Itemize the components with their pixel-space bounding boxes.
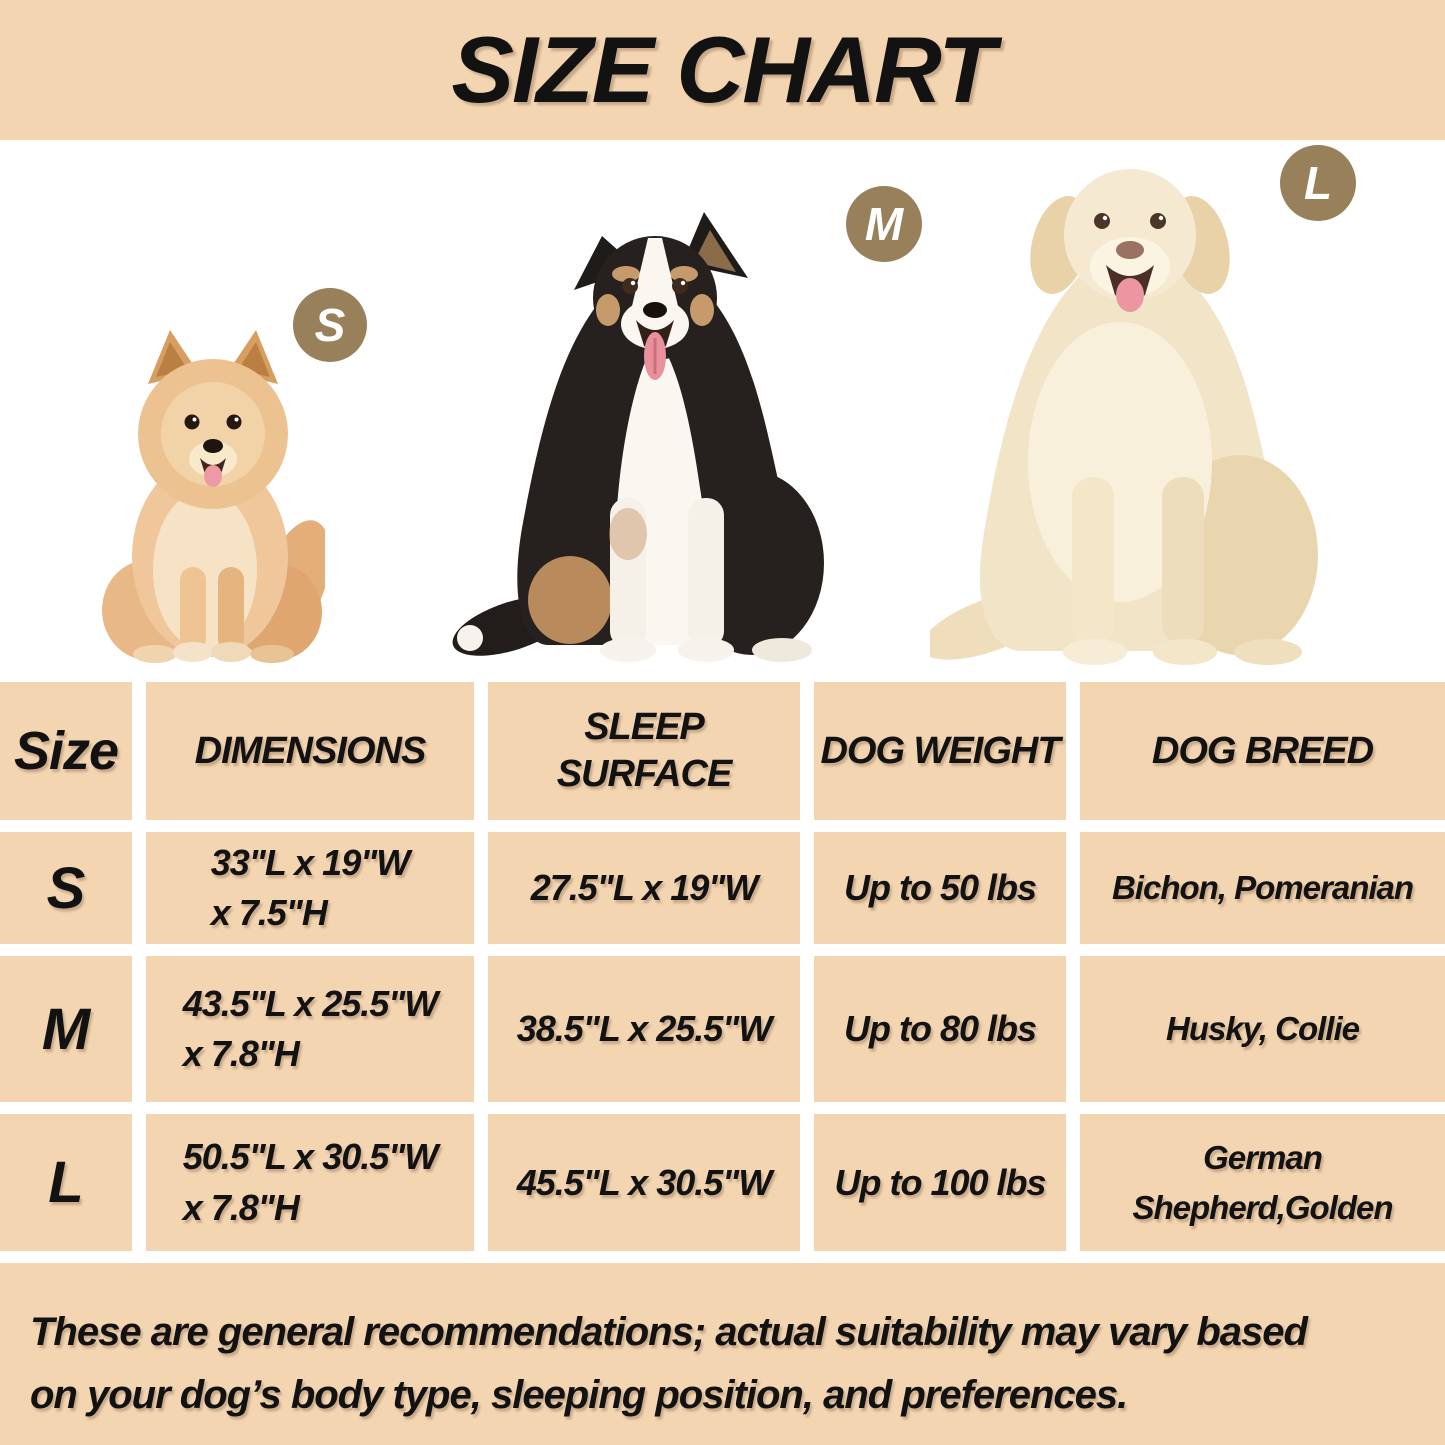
size-badge-l: L: [1280, 145, 1356, 221]
golden-retriever-photo: [930, 147, 1330, 670]
row-s-dimensions: 33"L x 19"W x 7.5"H: [146, 832, 474, 944]
row-m-dimensions: 43.5"L x 25.5"W x 7.8"H: [146, 956, 474, 1102]
footer-note-line1: These are general recommendations; actua…: [30, 1310, 1308, 1354]
row-m-dimensions-line2: x 7.8"H: [182, 1033, 300, 1074]
column-header-sleep-surface-label: SLEEP SURFACE: [556, 705, 733, 796]
row-m-size: M: [0, 956, 132, 1102]
footer-note: These are general recommendations; actua…: [0, 1263, 1445, 1445]
row-s-dimensions-line2: x 7.5"H: [210, 892, 328, 933]
column-header-dog-breed: DOG BREED: [1080, 682, 1445, 820]
row-s-dimensions-line1: 33"L x 19"W: [210, 841, 411, 883]
size-badge-m: M: [846, 186, 922, 262]
row-l-dimensions: 50.5"L x 30.5"W x 7.8"H: [146, 1114, 474, 1251]
column-header-dimensions: DIMENSIONS: [146, 682, 474, 820]
row-l-dimensions-line2: x 7.8"H: [182, 1186, 300, 1228]
column-header-size: Size: [0, 682, 132, 820]
column-header-sleep-surface: SLEEP SURFACE: [488, 682, 800, 820]
column-header-dog-weight: DOG WEIGHT: [814, 682, 1066, 820]
header-band: SIZE CHART: [0, 0, 1445, 140]
size-chart-table: Size DIMENSIONS SLEEP SURFACE DOG WEIGHT…: [0, 682, 1445, 1251]
border-collie-illustration: [452, 212, 824, 662]
row-s-sleep-surface: 27.5"L x 19"W: [488, 832, 800, 944]
row-m-dog-breed: Husky, Collie: [1080, 956, 1445, 1102]
row-l-sleep-surface: 45.5"L x 30.5"W: [488, 1114, 800, 1251]
row-m-sleep-surface: 38.5"L x 25.5"W: [488, 956, 800, 1102]
row-l-dog-breed-label: German Shepherd,Golden: [1132, 1139, 1393, 1226]
row-m-dimensions-line1: 43.5"L x 25.5"W: [182, 982, 439, 1024]
row-l-size: L: [0, 1114, 132, 1251]
row-m-dog-weight: Up to 80 lbs: [814, 956, 1066, 1102]
dogs-illustration-area: S M L: [0, 140, 1445, 682]
row-l-dog-breed: German Shepherd,Golden: [1080, 1114, 1445, 1251]
row-s-size: S: [0, 832, 132, 944]
size-badge-s: S: [293, 288, 367, 362]
row-l-dog-weight: Up to 100 lbs: [814, 1114, 1066, 1251]
footer-note-line2: on your dog’s body type, sleeping positi…: [30, 1373, 1128, 1418]
row-s-dog-weight: Up to 50 lbs: [814, 832, 1066, 944]
border-collie-photo: [452, 198, 847, 665]
pomeranian-photo: [100, 322, 325, 664]
row-s-dog-breed: Bichon, Pomeranian: [1080, 832, 1445, 944]
golden-retriever-illustration: [930, 169, 1318, 665]
pomeranian-illustration: [102, 330, 325, 663]
row-l-dimensions-line1: 50.5"L x 30.5"W: [182, 1136, 439, 1178]
page-title: SIZE CHART: [451, 17, 995, 122]
